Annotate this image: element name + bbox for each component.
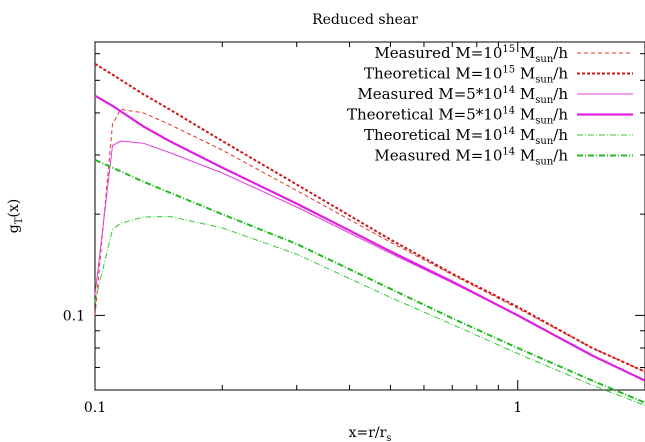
legend-text-sub: sun — [535, 95, 554, 106]
legend-entry-4: Theoretical M=5*1014 Msun/h — [347, 106, 568, 127]
legend-text-post: /h — [553, 147, 568, 165]
axis-ticks: 0.1 1 0.1 — [63, 42, 645, 416]
legend-text-mid: M — [515, 147, 535, 165]
legend-text-sup: 14 — [502, 147, 515, 158]
legend-text-post: /h — [553, 65, 568, 83]
legend-text-pre: Measured M=10 — [374, 147, 502, 165]
legend-text-mid: M — [515, 44, 535, 62]
legend-text-sub: sun — [535, 54, 554, 65]
x-tick-label: 0.1 — [84, 400, 106, 416]
y-axis-label-sub: T — [14, 217, 25, 224]
plot-frame — [94, 41, 645, 391]
x-axis-label-base: x=r/r — [349, 425, 387, 441]
legend-text-pre: Theoretical M=10 — [364, 65, 502, 83]
legend-text-sub: sun — [535, 136, 554, 147]
legend-text-mid: M — [515, 126, 535, 144]
legend-text-sup: 14 — [502, 85, 515, 96]
legend-text-mid: M — [515, 65, 535, 83]
legend-text-post: /h — [553, 85, 568, 103]
legend-text-pre: Theoretical M=5*10 — [347, 106, 502, 124]
legend-text-pre: Theoretical M=10 — [364, 126, 502, 144]
legend-text-pre: Measured M=5*10 — [357, 85, 502, 103]
y-axis-label: gT(x) — [6, 199, 25, 233]
series-line-4 — [94, 94, 645, 382]
y-axis-label-tail: (x) — [6, 199, 22, 218]
y-tick-label: 0.1 — [63, 308, 85, 324]
x-axis-label: x=r/rs — [349, 425, 392, 442]
x-axis-label-sub: s — [386, 433, 391, 442]
legend-text-sup: 14 — [502, 106, 515, 117]
legend-text-post: /h — [553, 44, 568, 62]
legend-text-sub: sun — [535, 116, 554, 127]
x-tick-label: 1 — [513, 400, 522, 416]
series-line-5 — [94, 215, 645, 406]
legend-text-sub: sun — [535, 75, 554, 86]
legend-text-mid: M — [515, 85, 535, 103]
series-line-2 — [94, 62, 645, 373]
legend-text-sup: 14 — [502, 126, 515, 137]
legend-entry-2: Theoretical M=1015 Msun/h — [364, 65, 568, 86]
y-axis-label-base: g — [6, 224, 22, 233]
legend-text-post: /h — [553, 106, 568, 124]
series-line-1 — [94, 108, 645, 373]
legend-entry-3: Measured M=5*1014 Msun/h — [357, 85, 568, 106]
legend-text-post: /h — [553, 126, 568, 144]
series-line-3 — [94, 140, 645, 382]
legend-text-mid: M — [515, 106, 535, 124]
legend-text-sup: 15 — [502, 44, 515, 55]
legend-entry-6: Measured M=1014 Msun/h — [374, 147, 568, 168]
legend-text-pre: Measured M=10 — [374, 44, 502, 62]
legend-entry-5: Theoretical M=1014 Msun/h — [364, 126, 568, 147]
chart-title: Reduced shear — [312, 12, 418, 28]
series-lines — [94, 62, 645, 406]
legend-text-sub: sun — [535, 157, 554, 168]
legend-text-sup: 15 — [502, 65, 515, 76]
legend-entry-1: Measured M=1015 Msun/h — [374, 44, 568, 65]
series-line-6 — [94, 158, 645, 404]
